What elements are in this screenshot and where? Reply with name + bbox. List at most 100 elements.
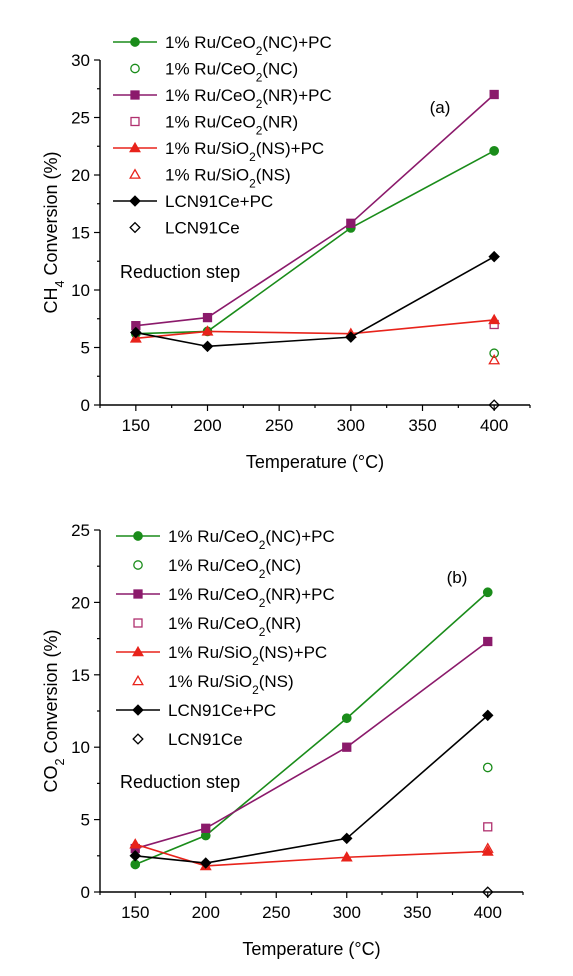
x-tick-label: 250 [265,416,293,435]
data-point [129,850,141,862]
data-point [489,89,499,100]
legend-label-subscript: 2 [256,44,263,58]
legend-marker [130,63,140,74]
series-7 [482,886,494,898]
data-point [345,331,357,343]
series-1 [482,762,493,773]
x-tick-label: 150 [121,903,149,922]
series-line [135,319,495,340]
y-tick-label: 15 [71,224,90,243]
series-line [135,843,488,867]
x-tick-label: 350 [408,416,436,435]
legend-label-part: (NC) [262,60,298,79]
legend-label-subscript: 2 [252,654,259,668]
data-point [488,250,500,263]
legend-label-subscript: 2 [256,97,263,111]
legend-label: 1% Ru/CeO2(NR)+PC [168,585,335,610]
data-point [130,326,142,339]
legend-label-part: LCN91Ce+PC [168,701,276,720]
y-tick-label: 15 [71,666,90,685]
legend-label: 1% Ru/CeO2(NR) [168,614,301,639]
chart-panel-a: 0 5 10 15 20 25 30 150 200 250 300 350 400 Temperatur… [41,33,531,472]
legend-marker [129,195,141,207]
y-axis-title-subscript: 4 [53,281,67,288]
legend-label-part: 1% Ru/CeO [165,113,256,132]
x-tick-label: 400 [480,416,508,435]
series-5 [481,842,494,853]
y-tick-label: 0 [81,883,90,902]
legend-label: 1% Ru/CeO2(NC)+PC [168,527,335,552]
legend-label-part: LCN91Ce [168,730,243,749]
legend-label-part: 1% Ru/SiO [168,643,252,662]
legend-label-part: 1% Ru/CeO [168,614,259,633]
y-axis-title: CO2 Conversion (%) [41,629,67,792]
y-tick-label: 20 [71,166,90,185]
legend-marker [132,733,144,745]
legend-label: LCN91Ce [165,219,240,238]
data-point [201,823,211,833]
legend-label-part: 1% Ru/CeO [168,585,259,604]
legend-label-part: (NC) [265,556,301,575]
legend-label-part: (NR) [262,113,298,132]
y-tick-label: 0 [81,396,90,415]
legend-label-subscript: 2 [259,625,266,639]
series-line [135,93,495,327]
annotation-reduction-step: Reduction step [120,262,240,282]
x-tick-label: 300 [337,416,365,435]
y-axis-title-part: CO [41,766,61,793]
series-0 [130,587,493,870]
legend-marker [133,560,143,570]
legend-label-subscript: 2 [259,567,266,581]
series-5 [488,354,501,365]
y-tick-label: 20 [71,593,90,612]
legend-label-part: (NC)+PC [265,527,334,546]
data-point [489,348,500,359]
legend-label: 1% Ru/CeO2(NR)+PC [165,86,332,111]
series-1 [489,348,500,359]
series-line [134,591,489,866]
legend-label: LCN91Ce+PC [165,192,273,211]
legend-label-part: 1% Ru/CeO [165,86,256,105]
data-point [488,399,500,411]
legend-label-part: (NR)+PC [265,585,334,604]
legend-label-part: (NS) [256,166,291,185]
y-tick-label: 10 [71,738,90,757]
x-axis-title: Temperature (°C) [246,452,384,472]
y-tick-label: 5 [81,811,90,830]
legend-label-part: LCN91Ce+PC [165,192,273,211]
legend-label-subscript: 2 [249,177,256,191]
data-point [340,851,353,862]
data-point [341,832,353,845]
legend-label-part: (NS) [259,672,294,691]
series-6 [129,709,494,869]
data-point [483,822,493,832]
y-tick-label: 5 [81,339,90,358]
legend-label: 1% Ru/CeO2(NR) [165,113,298,138]
legend-label: 1% Ru/CeO2(NC) [168,556,301,581]
legend-label-part: 1% Ru/CeO [165,60,256,79]
x-tick-label: 350 [403,903,431,922]
annotation-reduction-step: Reduction step [120,772,240,792]
legend-label-part: (NR) [265,614,301,633]
y-tick-label: 10 [71,281,90,300]
data-point [200,857,212,869]
legend-marker [129,168,141,179]
y-tick-label: 30 [71,51,90,70]
y-axis-title-part: CH [41,288,61,314]
y-axis-title-part: Conversion (%) [41,629,61,758]
y-axis-title-part: Conversion (%) [41,151,61,280]
series-line [135,640,489,850]
legend-label-part: (NS)+PC [256,139,324,158]
series-line [135,255,495,348]
legend: 1% Ru/CeO2(NC)+PC1% Ru/CeO2(NC)1% Ru/CeO… [113,33,332,238]
data-point [482,587,493,598]
x-axis-title: Temperature (°C) [242,939,380,959]
y-tick-label: 25 [71,521,90,540]
legend-marker [129,141,141,153]
legend-label-subscript: 2 [256,71,263,85]
x-tick-label: 400 [474,903,502,922]
legend-marker [129,221,141,234]
legend-label-subscript: 2 [249,150,256,164]
data-point [342,742,352,752]
legend-label-part: 1% Ru/CeO [168,556,259,575]
